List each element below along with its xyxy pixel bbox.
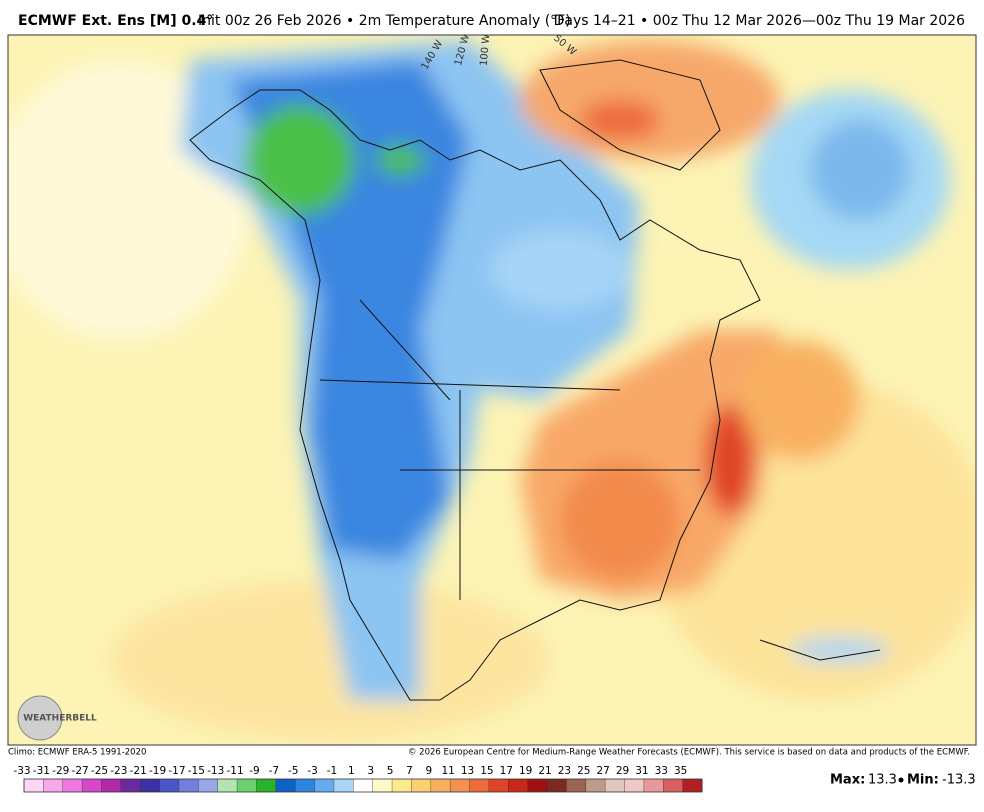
coastlines xyxy=(189,59,881,701)
colorbar: -33 -31 -29 -27 -25 -23 -21 -19 -17 -15 -13 -11 -9 -7… xyxy=(13,765,703,793)
colorbar-segment xyxy=(372,779,393,792)
anomaly-map: 140 W 120 W 100 W 50 W WEATHERBELL xyxy=(8,33,976,745)
colorbar-tick-label: 9 xyxy=(425,765,432,777)
colorbar-tick-label: 11 xyxy=(441,765,454,777)
stats: Max: 13.3 Min: -13.3 xyxy=(830,773,976,788)
colorbar-tick-label: -23 xyxy=(110,765,127,777)
colorbar-segment xyxy=(392,779,412,792)
valid-period: Days 14–21 • 00z Thu 12 Mar 2026—00z Thu… xyxy=(554,13,966,29)
colorbar-segment xyxy=(43,779,64,792)
colorbar-segment xyxy=(237,779,257,792)
colorbar-segment xyxy=(353,779,374,792)
colorbar-tick-label: -33 xyxy=(13,765,30,777)
colorbar-tick-label: 35 xyxy=(674,765,687,777)
colorbar-segment xyxy=(198,779,219,792)
colorbar-tick-label: -27 xyxy=(72,765,89,777)
colorbar-tick-label: -19 xyxy=(149,765,166,777)
colorbar-tick-label: -29 xyxy=(52,765,69,777)
colorbar-tick-label: -17 xyxy=(168,765,185,777)
colorbar-tick-label: -9 xyxy=(249,765,259,777)
colorbar-segment xyxy=(101,779,122,792)
colorbar-segment xyxy=(62,779,83,792)
colorbar-segment xyxy=(82,779,102,792)
colorbar-segment xyxy=(24,779,44,792)
colorbar-segment xyxy=(333,779,354,792)
colorbar-segment xyxy=(159,779,180,792)
colorbar-segment xyxy=(450,779,471,792)
model-title: ECMWF Ext. Ens [M] 0.4° xyxy=(18,13,213,29)
colorbar-segment xyxy=(585,779,606,792)
colorbar-tick-label: 27 xyxy=(596,765,609,777)
colorbar-segment xyxy=(547,779,567,792)
colorbar-segment xyxy=(663,779,684,792)
colorbar-segment xyxy=(140,779,161,792)
colorbar-tick-label: -5 xyxy=(288,765,298,777)
colorbar-tick-label: -25 xyxy=(91,765,108,777)
colorbar-tick-label: -21 xyxy=(130,765,147,777)
colorbar-tick-label: 17 xyxy=(500,765,513,777)
colorbar-tick-label: -31 xyxy=(33,765,50,777)
longitude-label: 100 W xyxy=(479,33,493,66)
separator xyxy=(898,777,904,783)
climo-note: Climo: ECMWF ERA-5 1991-2020 xyxy=(8,748,146,758)
colorbar-tick-label: -13 xyxy=(207,765,224,777)
colorbar-tick-label: 13 xyxy=(461,765,474,777)
max-value: 13.3 xyxy=(868,773,897,788)
colorbar-segment xyxy=(624,779,645,792)
colorbar-segment xyxy=(508,779,529,792)
colorbar-segment xyxy=(178,779,199,792)
colorbar-segment xyxy=(217,779,238,792)
colorbar-segment xyxy=(314,779,335,792)
colorbar-segment xyxy=(430,779,451,792)
logo-text: WEATHERBELL xyxy=(23,714,97,724)
colorbar-segment xyxy=(295,779,316,792)
min-value: -13.3 xyxy=(942,773,976,788)
colorbar-segment xyxy=(605,779,626,792)
colorbar-tick-label: 31 xyxy=(635,765,648,777)
colorbar-tick-label: 23 xyxy=(558,765,571,777)
colorbar-segment xyxy=(275,779,296,792)
colorbar-tick-label: 29 xyxy=(616,765,629,777)
colorbar-segment xyxy=(120,779,141,792)
colorbar-tick-label: 15 xyxy=(480,765,493,777)
colorbar-segment xyxy=(411,779,432,792)
colorbar-segment xyxy=(643,779,664,792)
logo-mark xyxy=(17,695,63,741)
init-description: Init 00z 26 Feb 2026 • 2m Temperature An… xyxy=(198,13,571,29)
colorbar-tick-label: 25 xyxy=(577,765,590,777)
colorbar-segment xyxy=(469,779,490,792)
colorbar-tick-label: 33 xyxy=(655,765,668,777)
colorbar-segment xyxy=(488,779,509,792)
colorbar-tick-label: 19 xyxy=(519,765,532,777)
map-frame xyxy=(7,34,977,746)
colorbar-tick-label: 21 xyxy=(538,765,551,777)
colorbar-segment xyxy=(256,779,277,792)
colorbar-tick-label: -3 xyxy=(307,765,317,777)
colorbar-tick-label: 1 xyxy=(348,765,355,777)
colorbar-segment xyxy=(566,779,587,792)
colorbar-tick-label: -1 xyxy=(327,765,337,777)
colorbar-tick-label: -11 xyxy=(227,765,244,777)
max-label: Max: xyxy=(830,773,865,788)
colorbar-tick-label: 7 xyxy=(406,765,413,777)
copyright: © 2026 European Centre for Medium-Range … xyxy=(408,748,970,758)
colorbar-segment xyxy=(527,779,548,792)
anomaly-fields xyxy=(8,40,976,740)
colorbar-tick-label: -7 xyxy=(269,765,279,777)
colorbar-tick-label: 5 xyxy=(387,765,394,777)
colorbar-segment xyxy=(682,779,703,792)
logo: WEATHERBELL xyxy=(17,695,97,741)
min-label: Min: xyxy=(907,773,939,788)
colorbar-tick-label: 3 xyxy=(367,765,374,777)
colorbar-tick-label: -15 xyxy=(188,765,205,777)
